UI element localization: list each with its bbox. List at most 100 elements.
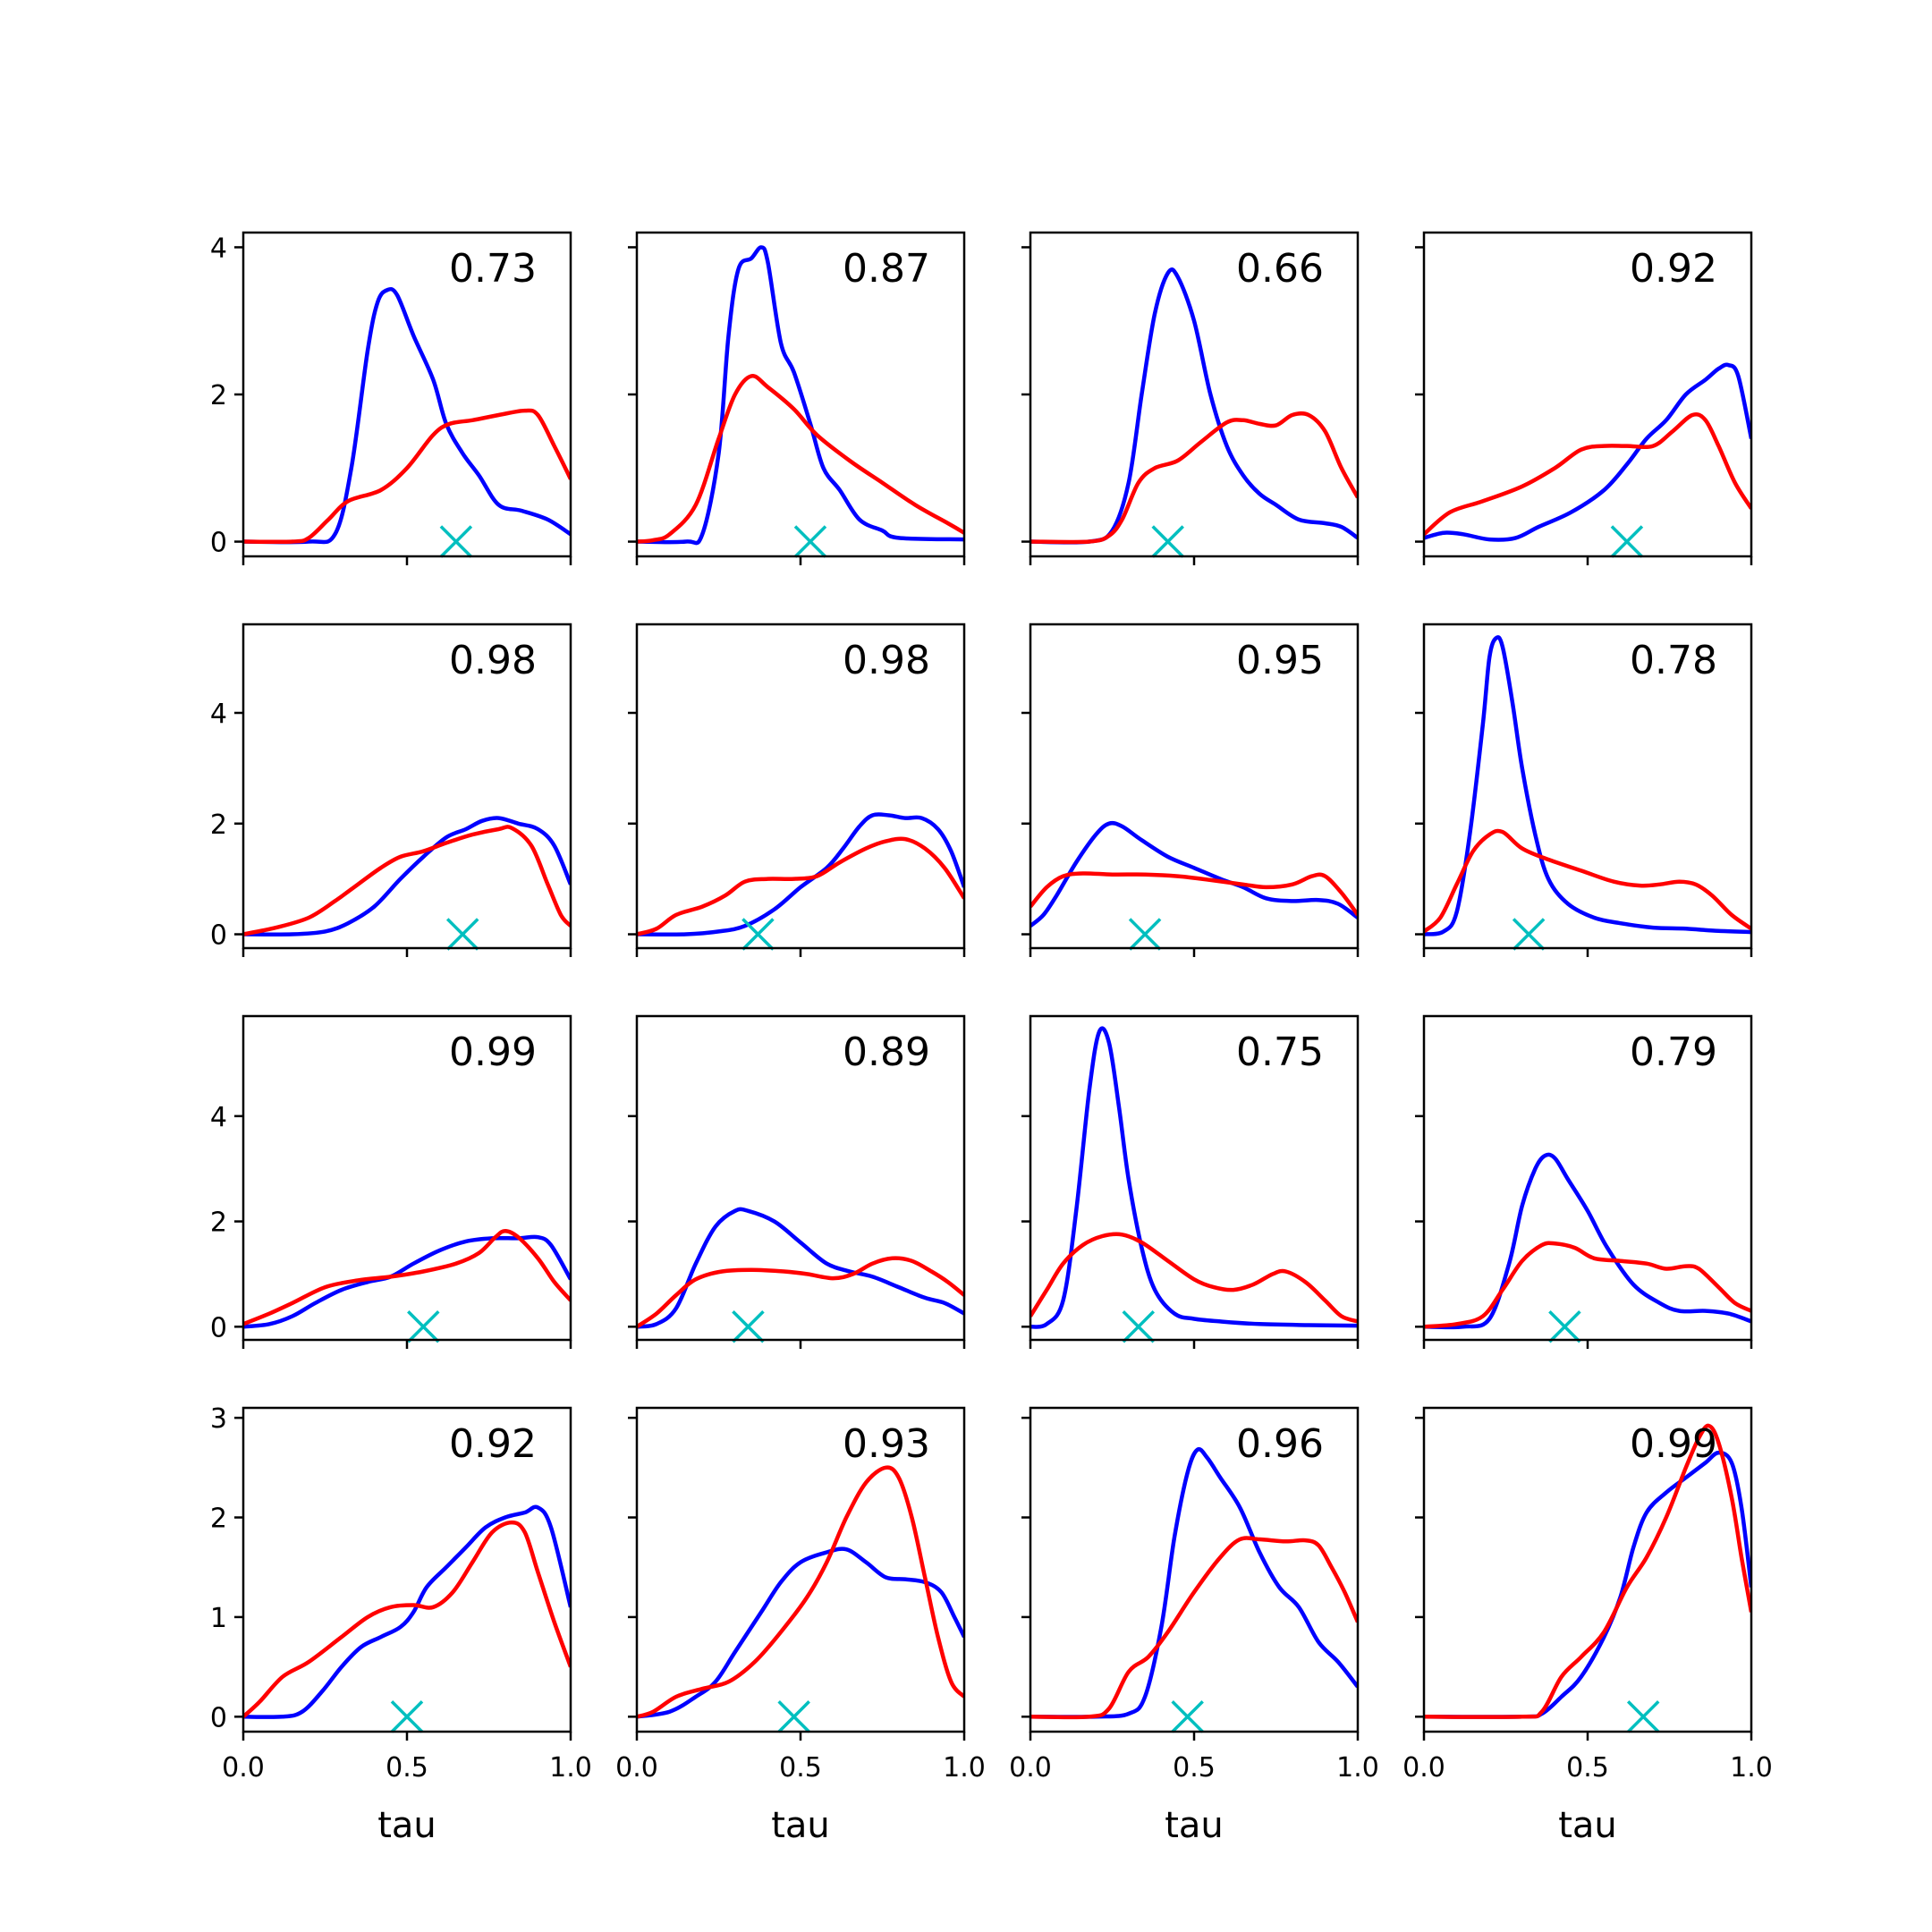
- panel-value-label: 0.99: [449, 1030, 537, 1075]
- y-tick-label: 0: [210, 920, 227, 952]
- red-density-line: [1424, 1423, 1751, 1719]
- truth-marker: [741, 918, 775, 951]
- panel-grid: 0.73 0 2 4 0.87 0.66 0.92 0.98 0 2 4 0.98 0.95 0.78 0.…: [210, 231, 1773, 1846]
- truth-marker: [1151, 525, 1184, 558]
- panel-2-3: 0.95: [1021, 623, 1360, 957]
- y-tick-label: 0: [210, 528, 227, 559]
- truth-marker: [390, 1700, 424, 1733]
- blue-density-line: [243, 1234, 571, 1329]
- panel-4-4: 0.99 0.0 0.5 1.0 tau: [1402, 1406, 1773, 1846]
- y-tick-label: 3: [210, 1403, 227, 1435]
- red-density-line: [1030, 1536, 1358, 1720]
- blue-density-line: [243, 286, 571, 545]
- panel-4-2: 0.93 0.0 0.5 1.0 tau: [615, 1406, 986, 1846]
- blue-density-line: [1424, 635, 1751, 936]
- panel-value-label: 0.87: [843, 246, 930, 292]
- panel-curves: [1424, 1152, 1751, 1330]
- panel-curves: [637, 1207, 964, 1329]
- panel-1-1: 0.73 0 2 4: [210, 231, 572, 565]
- blue-density-line: [637, 245, 964, 546]
- panel-curves: [1030, 1446, 1358, 1720]
- panel-1-4: 0.92: [1415, 231, 1753, 565]
- panel-value-label: 0.92: [449, 1421, 537, 1467]
- panel-curves: [637, 1465, 964, 1719]
- red-density-line: [637, 836, 964, 936]
- y-tick-label: 2: [210, 1208, 227, 1239]
- blue-density-line: [637, 812, 964, 936]
- y-tick-label: 2: [210, 1504, 227, 1535]
- panel-3-3: 0.75: [1021, 1014, 1360, 1349]
- panel-curves: [1424, 362, 1751, 542]
- blue-density-line: [243, 816, 571, 936]
- blue-density-line: [1030, 267, 1358, 545]
- red-density-line: [637, 1256, 964, 1329]
- y-tick-label: 4: [210, 233, 227, 264]
- red-density-line: [1030, 871, 1358, 917]
- panel-value-label: 0.66: [1236, 246, 1324, 292]
- x-tick-label: 1.0: [1336, 1752, 1379, 1784]
- x-tick-label: 0.0: [1402, 1752, 1445, 1784]
- x-tick-label: 0.5: [1173, 1752, 1216, 1784]
- truth-marker: [1171, 1700, 1204, 1733]
- panel-value-label: 0.98: [449, 638, 537, 683]
- x-axis-label: tau: [1165, 1805, 1224, 1846]
- panel-value-label: 0.93: [843, 1421, 930, 1467]
- truth-marker: [1128, 918, 1162, 951]
- truth-marker: [1548, 1310, 1581, 1343]
- truth-marker: [1512, 918, 1546, 951]
- panel-value-label: 0.79: [1630, 1030, 1717, 1075]
- x-tick-label: 1.0: [1730, 1752, 1773, 1784]
- red-density-line: [1424, 1241, 1751, 1329]
- blue-density-line: [1424, 1450, 1751, 1719]
- panel-1-3: 0.66: [1021, 231, 1360, 565]
- y-tick-label: 2: [210, 380, 227, 411]
- panel-3-4: 0.79: [1415, 1014, 1753, 1349]
- panel-2-2: 0.98: [628, 623, 966, 957]
- panel-value-label: 0.98: [843, 638, 930, 683]
- x-tick-label: 0.5: [1566, 1752, 1609, 1784]
- red-density-line: [1424, 828, 1751, 934]
- panel-value-label: 0.92: [1630, 246, 1717, 292]
- x-tick-label: 0.5: [779, 1752, 822, 1784]
- panel-curves: [1030, 1026, 1358, 1329]
- x-tick-label: 1.0: [943, 1752, 986, 1784]
- y-tick-label: 4: [210, 1102, 227, 1133]
- panel-value-label: 0.96: [1236, 1421, 1324, 1467]
- x-axis-label: tau: [377, 1805, 436, 1846]
- red-density-line: [1030, 411, 1358, 545]
- panel-2-4: 0.78: [1415, 623, 1753, 957]
- y-tick-label: 1: [210, 1603, 227, 1634]
- panel-value-label: 0.99: [1630, 1421, 1717, 1467]
- panel-3-1: 0.99 0 2 4: [210, 1014, 572, 1349]
- panel-curves: [243, 1228, 571, 1329]
- panel-curves: [637, 245, 964, 546]
- panel-curves: [1424, 635, 1751, 936]
- red-density-line: [637, 374, 964, 544]
- panel-2-1: 0.98 0 2 4: [210, 623, 572, 957]
- x-axis-label: tau: [1558, 1805, 1617, 1846]
- truth-marker: [439, 525, 473, 558]
- panel-curves: [243, 816, 571, 936]
- truth-marker: [1626, 1700, 1660, 1733]
- blue-density-line: [243, 1504, 571, 1719]
- panel-1-2: 0.87: [628, 231, 966, 565]
- red-density-line: [1030, 1232, 1358, 1324]
- x-tick-label: 0.5: [386, 1752, 428, 1784]
- red-density-line: [1424, 412, 1751, 537]
- truth-marker: [445, 918, 479, 951]
- panel-curves: [637, 812, 964, 936]
- panel-curves: [1030, 820, 1358, 928]
- panel-curves: [243, 1504, 571, 1719]
- red-density-line: [243, 1228, 571, 1326]
- y-tick-label: 4: [210, 699, 227, 730]
- panel-value-label: 0.89: [843, 1030, 930, 1075]
- truth-marker: [1122, 1310, 1156, 1343]
- blue-density-line: [637, 1207, 964, 1329]
- panel-value-label: 0.73: [449, 246, 537, 292]
- x-tick-label: 0.0: [222, 1752, 265, 1784]
- panel-value-label: 0.78: [1630, 638, 1717, 683]
- truth-marker: [732, 1310, 765, 1343]
- y-tick-label: 0: [210, 1702, 227, 1733]
- blue-density-line: [1424, 362, 1751, 542]
- panel-value-label: 0.75: [1236, 1030, 1324, 1075]
